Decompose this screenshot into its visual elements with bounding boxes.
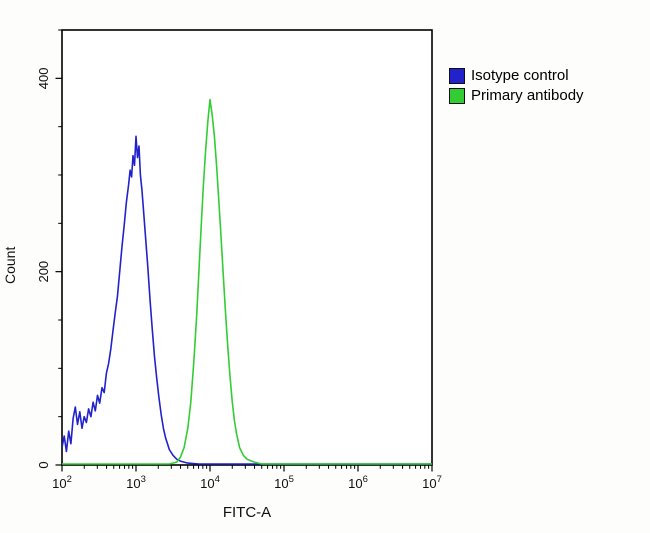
svg-text:104: 104: [200, 474, 220, 491]
legend-item-primary-antibody: Primary antibody: [449, 87, 584, 104]
svg-text:107: 107: [422, 474, 442, 491]
svg-text:106: 106: [348, 474, 368, 491]
primary-antibody-swatch-icon: [449, 87, 465, 104]
svg-text:0: 0: [36, 461, 51, 468]
legend-label: Primary antibody: [471, 87, 584, 104]
legend-label: Isotype control: [471, 67, 569, 84]
svg-text:102: 102: [52, 474, 72, 491]
svg-text:200: 200: [36, 261, 51, 283]
x-axis-label: FITC-A: [222, 504, 272, 521]
svg-text:103: 103: [126, 474, 146, 491]
legend: Isotype control Primary antibody: [449, 67, 584, 104]
isotype-control-swatch-icon: [449, 67, 465, 84]
legend-item-isotype-control: Isotype control: [449, 67, 584, 84]
svg-text:105: 105: [274, 474, 294, 491]
svg-text:400: 400: [36, 67, 51, 89]
y-axis-label: Count: [2, 246, 18, 284]
